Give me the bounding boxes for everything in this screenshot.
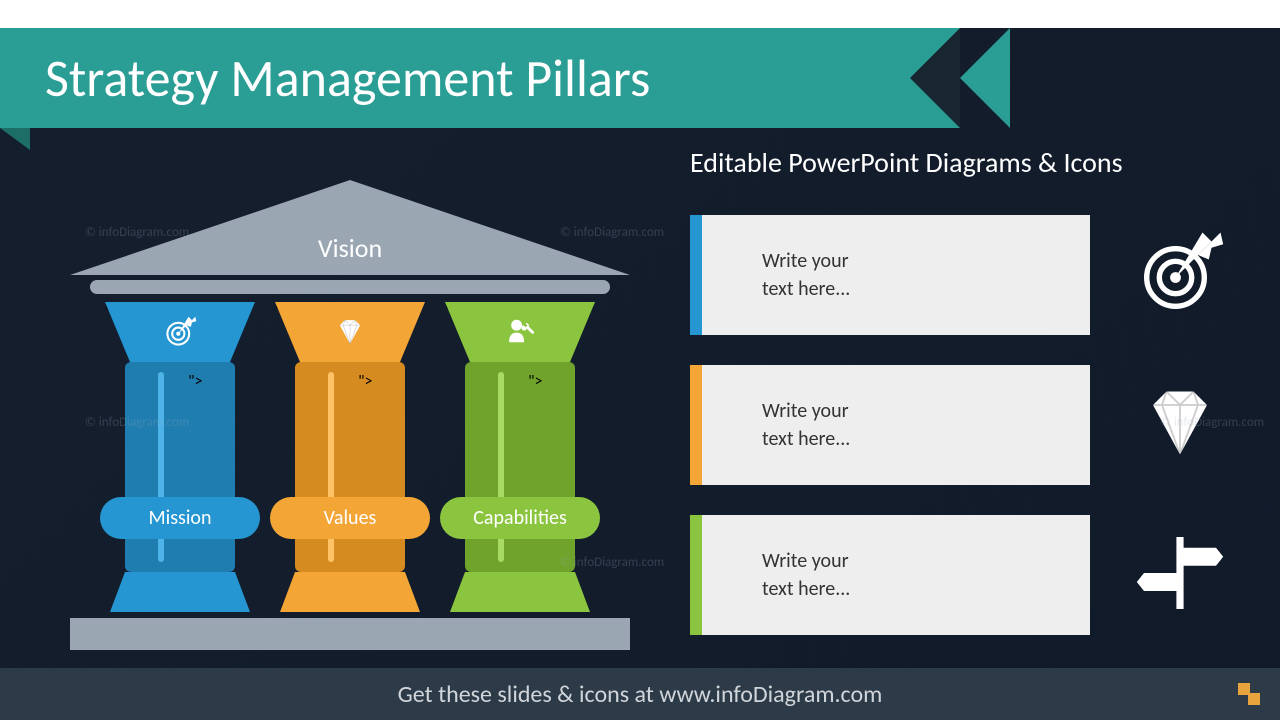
top-white-strip [0, 0, 1280, 28]
foundation [70, 618, 630, 650]
subtitle: Editable PowerPoint Diagrams & Icons [690, 145, 1123, 180]
ribbon-tail [0, 128, 30, 150]
watermark: © infoDiagram.com [85, 225, 189, 240]
pillar-mission: ">">">Mission [105, 302, 255, 612]
title-ribbon: Strategy Management Pillars [0, 28, 960, 128]
watermark: © infoDiagram.com [560, 555, 664, 570]
pillar-values: ">">">Values [275, 302, 425, 612]
diamond-icon [333, 315, 367, 349]
card-text: Write your text here... [762, 397, 850, 453]
text-card: Write your text here... [690, 365, 1090, 485]
target-icon [1120, 215, 1240, 335]
watermark: © infoDiagram.com [85, 415, 189, 430]
pillar-capital [445, 302, 595, 362]
pillars-row: ">">">Mission">">">Values">">">Capabilit… [105, 302, 595, 612]
pillar-base [110, 572, 250, 612]
pillar-base [280, 572, 420, 612]
card-text: Write your text here... [762, 547, 850, 603]
watermark: © infoDiagram.com [1160, 415, 1264, 430]
signpost-icon [1120, 515, 1240, 635]
footer-text: Get these slides & icons at www.infoDiag… [398, 680, 883, 709]
text-cards: Write your text here... Write your text h… [690, 215, 1090, 635]
pillar-label: Mission [100, 497, 260, 539]
pillar-capital [105, 302, 255, 362]
pillar-capital [275, 302, 425, 362]
person-wrench-icon [503, 315, 537, 349]
pillar-shaft: "> [125, 362, 235, 572]
pillar-shaft: "> [465, 362, 575, 572]
pillar-shaft: "> [295, 362, 405, 572]
pillar-base [450, 572, 590, 612]
text-card: Write your text here... [690, 515, 1090, 635]
pillar-label: Capabilities [440, 497, 600, 539]
slide-title: Strategy Management Pillars [45, 46, 650, 110]
pillar-label: Values [270, 497, 430, 539]
footer-bar: Get these slides & icons at www.infoDiag… [0, 668, 1280, 720]
card-text: Write your text here... [762, 247, 850, 303]
entablature [90, 280, 610, 294]
target-icon [163, 315, 197, 349]
text-card: Write your text here... [690, 215, 1090, 335]
footer-badge-icon [1236, 681, 1262, 707]
watermark: © infoDiagram.com [560, 225, 664, 240]
